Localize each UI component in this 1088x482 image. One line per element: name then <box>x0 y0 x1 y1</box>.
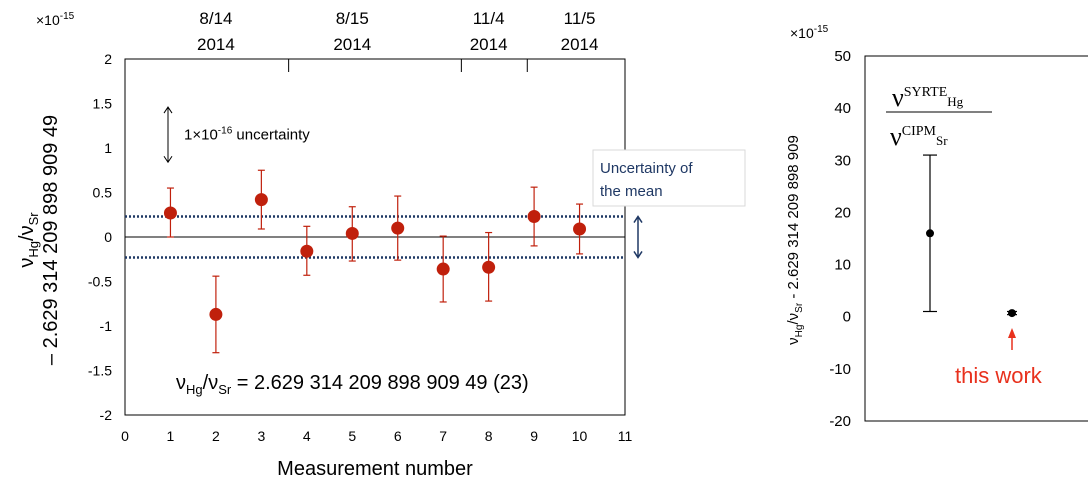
data-point <box>527 210 541 224</box>
data-point <box>254 193 268 207</box>
this-work-arrowhead <box>1008 328 1016 338</box>
right-y-tick-label: 10 <box>834 257 851 274</box>
x-tick-label: 5 <box>348 428 356 444</box>
y-tick-labels: -2 -1.5 -1 -0.5 0 0.5 1 1.5 2 <box>88 51 112 423</box>
y-axis-label-offset: – 2.629 314 209 898 909 49 <box>40 115 62 365</box>
y-axis-label: νHg/νSr – 2.629 314 209 898 909 49 <box>16 115 62 365</box>
right-y-tick-label: 30 <box>834 152 851 169</box>
mean-uncertainty-callout <box>592 149 746 207</box>
right-data-points <box>923 154 1017 318</box>
mean-uncertainty-arrowhead-bottom <box>633 251 643 259</box>
x-tick-label: 10 <box>572 428 588 444</box>
y-tick-label: 2 <box>104 51 112 67</box>
date-label-day: 11/5 <box>564 9 596 28</box>
data-point <box>345 226 359 240</box>
x-tick-labels: 0 1 2 3 4 5 6 7 8 9 10 11 <box>121 428 632 444</box>
annotations: 1×10-16 uncertainty <box>163 106 643 259</box>
right-y-tick-labels: -20 -10 0 10 20 30 40 50 <box>829 48 851 430</box>
y-tick-label: 1 <box>104 140 112 156</box>
date-label-year: 2014 <box>561 35 599 54</box>
right-y-tick-label: 50 <box>834 48 851 65</box>
y-tick-label: -2 <box>100 407 113 423</box>
x-tick-label: 9 <box>530 428 538 444</box>
data-points <box>163 169 587 354</box>
this-work-label: this work <box>955 363 1043 388</box>
date-labels: 8/14 2014 8/15 2014 11/4 2014 11/5 2014 <box>197 9 598 54</box>
date-label-day: 8/15 <box>336 9 369 28</box>
date-separators <box>288 59 528 72</box>
x-tick-label: 3 <box>257 428 265 444</box>
x-tick-label: 4 <box>303 428 311 444</box>
y-tick-label: 0.5 <box>93 185 113 201</box>
date-label-day: 8/14 <box>199 9 232 28</box>
right-y-tick-label: -10 <box>829 361 851 378</box>
x-tick-label: 1 <box>167 428 175 444</box>
comparison-chart: ×10-15 -20 -10 0 10 20 30 40 50 νHg/νSr - 2.629… <box>785 24 1088 430</box>
x-tick-label: 11 <box>618 428 633 444</box>
mean-uncertainty-label-line1: Uncertainty of <box>600 160 693 177</box>
data-point <box>163 206 177 220</box>
x-tick-label: 0 <box>121 428 129 444</box>
right-y-tick-label: 20 <box>834 204 851 221</box>
right-data-point <box>1008 309 1016 318</box>
x-tick-label: 2 <box>212 428 220 444</box>
x-tick-label: 6 <box>394 428 402 444</box>
right-y-axis-label-text: νHg/νSr - 2.629 314 209 898 909 <box>785 135 805 345</box>
data-point <box>300 244 314 258</box>
main-chart: ×10-15 8/1420148/15201411/4201411/52014 … <box>16 9 746 480</box>
x-tick-label: 7 <box>439 428 447 444</box>
fraction-denominator: νCIPMSr <box>890 122 948 151</box>
right-y-tick-label: 40 <box>834 100 851 117</box>
result-value: νHg/νSr = 2.629 314 209 898 909 49 (23) <box>176 372 529 397</box>
right-y-axis-label: νHg/νSr - 2.629 314 209 898 909 <box>785 135 805 345</box>
reference-lines <box>125 215 625 259</box>
date-label-year: 2014 <box>333 35 371 54</box>
x-axis-label: Measurement number <box>277 458 473 480</box>
y-tick-label: 0 <box>104 229 112 245</box>
x-tick-label: 8 <box>485 428 493 444</box>
data-point <box>391 221 405 235</box>
right-data-point <box>926 229 934 238</box>
frequency-ratio-fraction: νSYRTEHg νCIPMSr <box>886 83 992 151</box>
data-point <box>436 262 450 276</box>
date-label-day: 11/4 <box>473 9 505 28</box>
right-y-tick-label: 0 <box>843 309 851 326</box>
mean-uncertainty-label-line2: the mean <box>600 183 663 200</box>
right-scale-factor-label: ×10-15 <box>790 24 829 41</box>
date-label-year: 2014 <box>470 35 508 54</box>
y-tick-label: 1.5 <box>93 96 113 112</box>
right-plot-frame <box>864 55 1088 422</box>
uncertainty-scale-arrowhead-top <box>163 106 173 114</box>
right-y-tick-label: -20 <box>829 413 851 430</box>
data-point <box>573 222 587 236</box>
mean-uncertainty-arrowhead-top <box>633 215 643 223</box>
data-point <box>209 307 223 321</box>
fraction-numerator: νSYRTEHg <box>892 83 964 112</box>
date-label-year: 2014 <box>197 35 235 54</box>
scale-factor-label: ×10-15 <box>36 11 75 28</box>
y-axis-label-ratio: νHg/νSr <box>16 212 41 268</box>
uncertainty-scale-arrowhead-bottom <box>163 155 173 164</box>
data-point <box>482 260 496 274</box>
uncertainty-scale-label: 1×10-16 uncertainty <box>184 126 310 144</box>
y-tick-label: -0.5 <box>88 274 112 290</box>
y-tick-label: -1.5 <box>88 363 112 379</box>
y-tick-label: -1 <box>100 318 113 334</box>
